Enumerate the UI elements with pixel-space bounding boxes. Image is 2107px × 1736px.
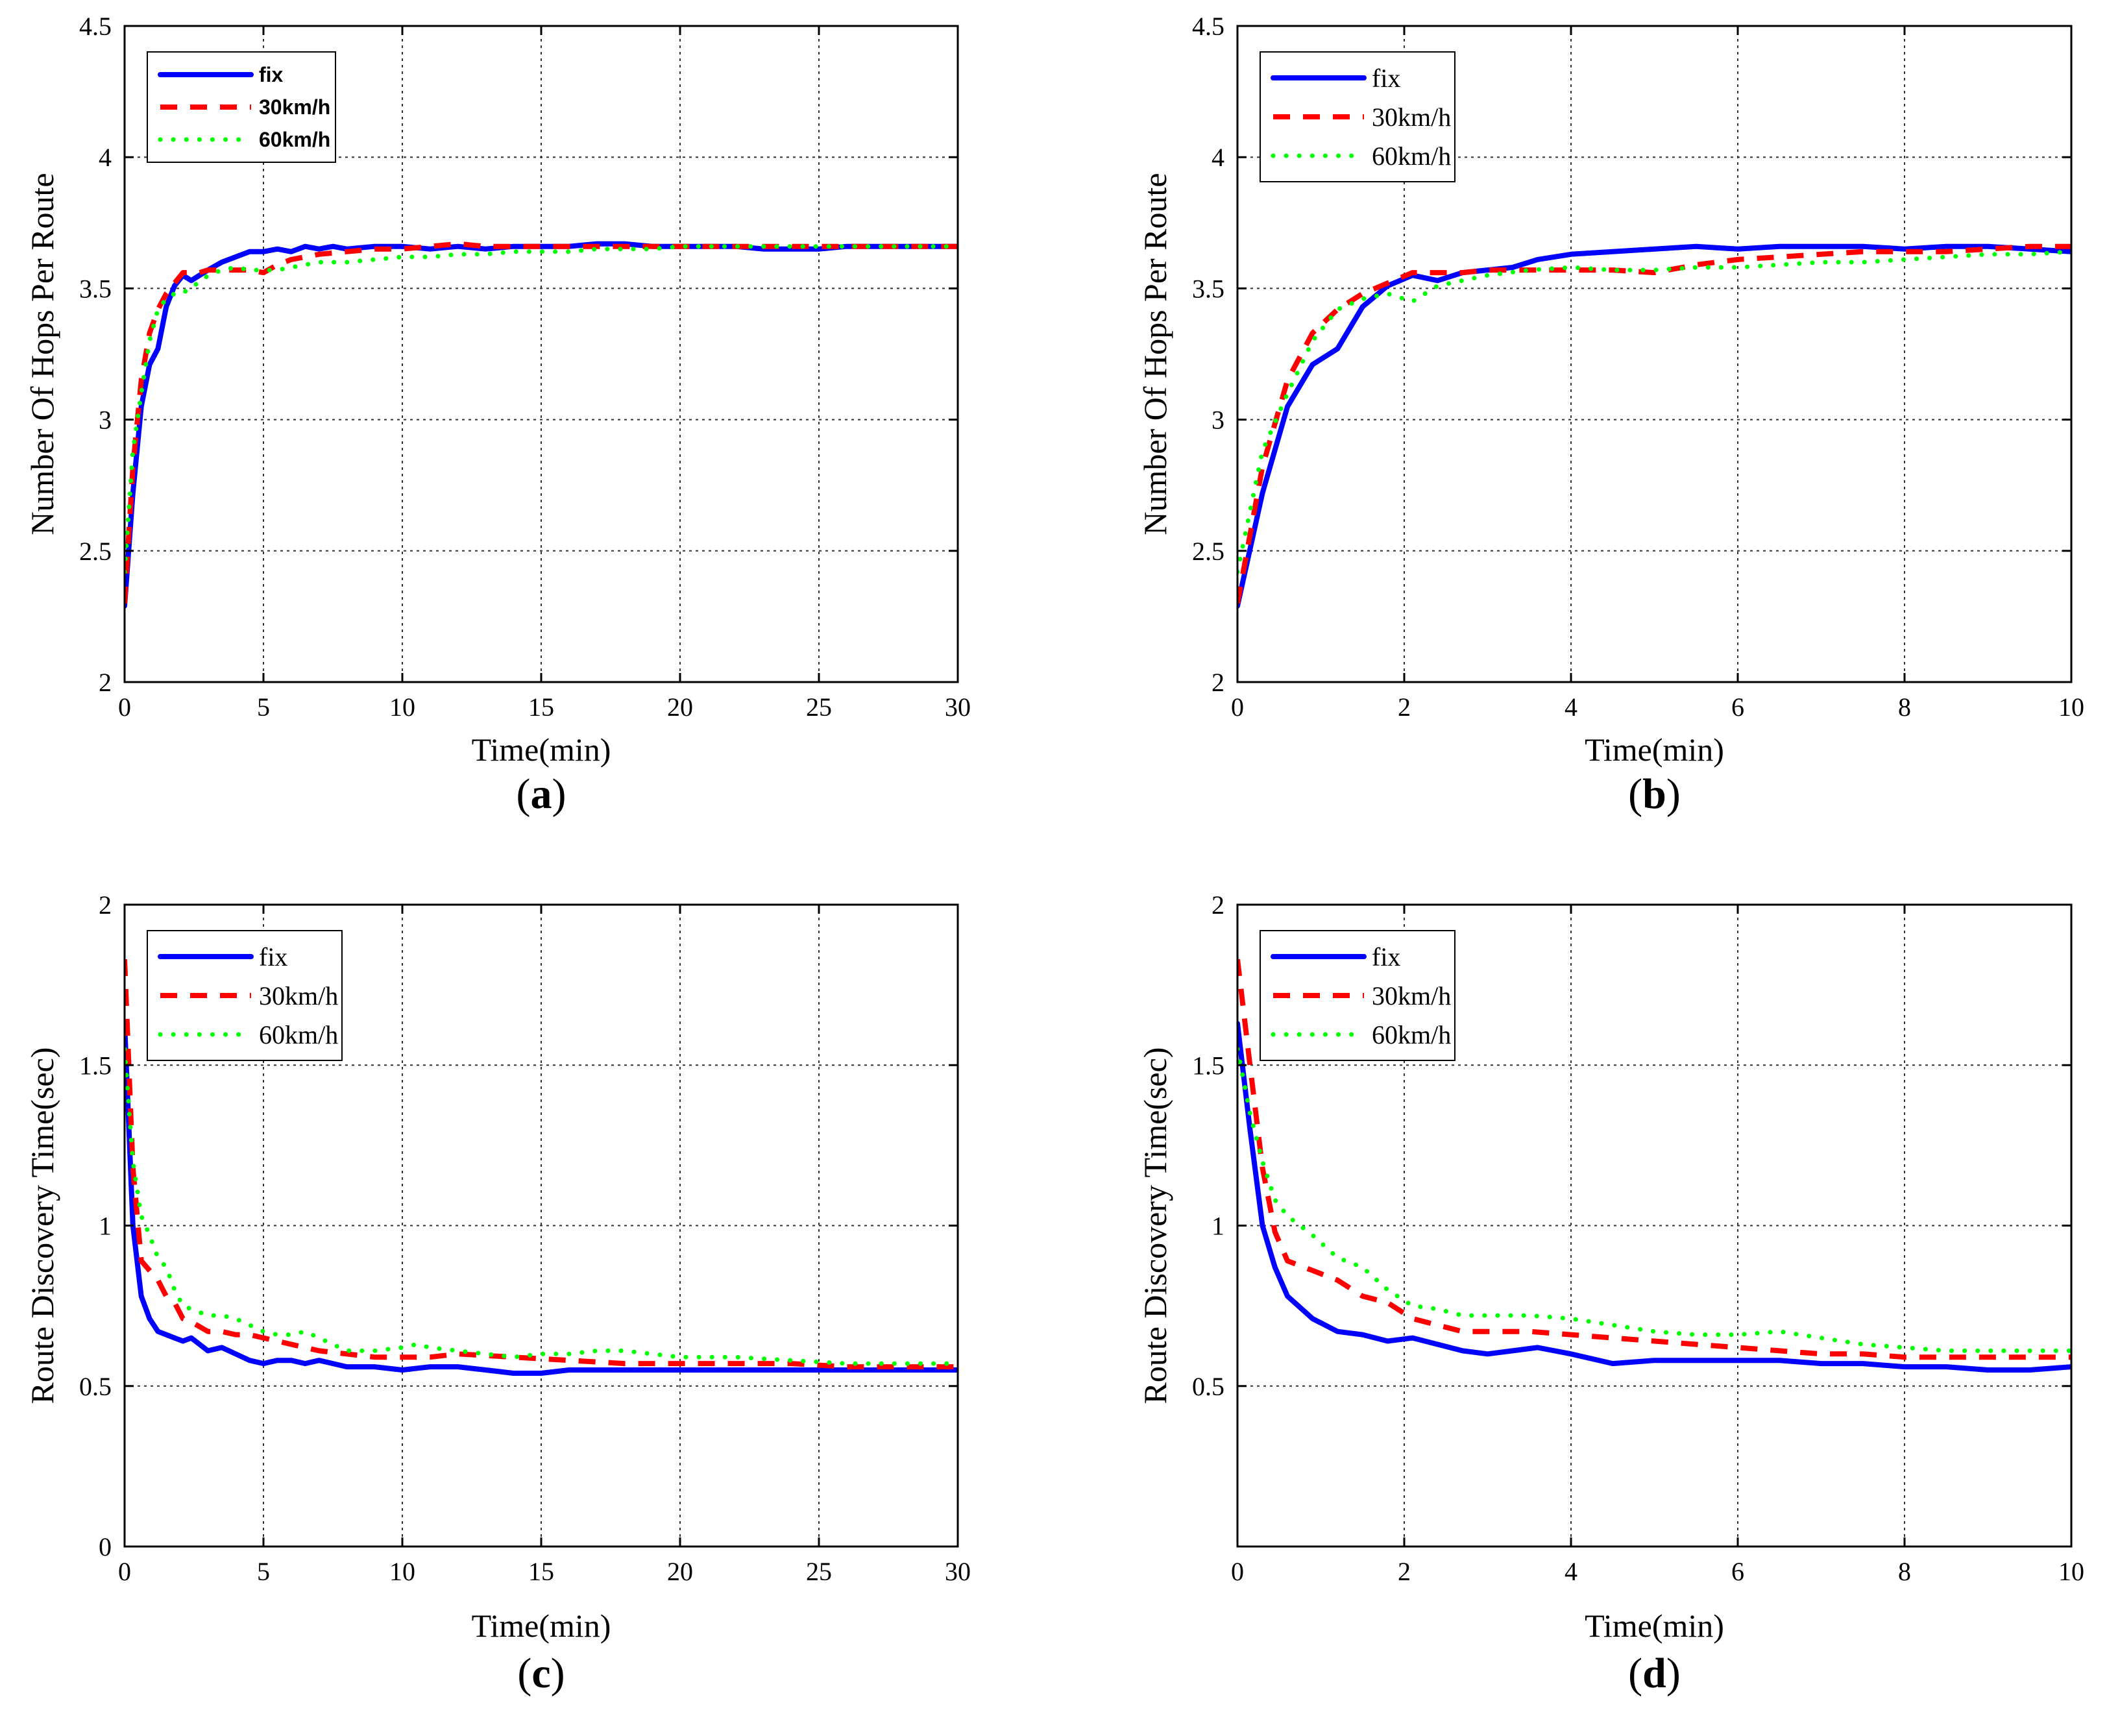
legend: fix 30km/h 60km/h <box>147 51 336 163</box>
legend-entry: 60km/h <box>259 128 330 151</box>
series-group <box>1237 243 2071 609</box>
x-tick-label: 0 <box>118 692 131 722</box>
x-tick-label: 0 <box>1231 692 1244 722</box>
chart-panel-c: 0 5 10 15 20 25 30 0 0.5 1 1.5 2 Time(min) Route Disc… <box>24 890 971 1697</box>
x-axis-label: Time(min) <box>1585 1608 1724 1644</box>
series-line-60km-h <box>1237 1047 2071 1353</box>
x-tick-label: 0 <box>118 1557 131 1586</box>
legend-entry: fix <box>1372 64 1400 93</box>
legend-entry: 30km/h <box>259 981 338 1010</box>
chart-panel-d: 0 2 4 6 8 10 0.5 1 1.5 2 Time(min) Route Discovery … <box>1137 890 2084 1697</box>
y-tick-label: 4 <box>1212 143 1224 172</box>
panel-label: (c) <box>517 1650 565 1697</box>
y-axis-label: Route Discovery Time(sec) <box>1137 1047 1173 1404</box>
series-group <box>1237 959 2071 1373</box>
y-tick-label: 0 <box>99 1532 112 1561</box>
x-axis-label: Time(min) <box>1585 731 1724 768</box>
series-line-fix <box>125 1021 958 1376</box>
x-tick-label: 10 <box>2058 692 2084 722</box>
legend-box <box>1260 51 1455 182</box>
x-tick-label: 5 <box>257 1557 270 1586</box>
x-tick-label: 8 <box>1898 692 1911 722</box>
series-line-30km-h <box>125 959 958 1370</box>
x-tick-label: 20 <box>667 692 693 722</box>
y-axis-label: Number Of Hops Per Route <box>24 173 60 535</box>
y-tick-label: 2 <box>1212 890 1224 920</box>
panel-label: (a) <box>517 770 566 818</box>
x-tick-label: 30 <box>945 692 971 722</box>
x-tick-label: 10 <box>389 1557 415 1586</box>
x-tick-label: 0 <box>1231 1557 1244 1586</box>
y-tick-label: 4 <box>99 143 112 172</box>
legend-box <box>1260 930 1455 1061</box>
legend: fix 30km/h 60km/h <box>147 930 343 1061</box>
y-axis-label: Number Of Hops Per Route <box>1137 173 1173 535</box>
x-axis-label: Time(min) <box>472 1608 611 1644</box>
y-tick-label: 2 <box>1212 668 1224 697</box>
y-tick-label: 2.5 <box>79 537 112 566</box>
y-tick-label: 3.5 <box>1192 274 1224 303</box>
y-tick-label: 0.5 <box>79 1372 112 1401</box>
legend-entry: fix <box>1372 942 1400 972</box>
legend-entry: 30km/h <box>259 95 330 119</box>
y-tick-label: 1.5 <box>1192 1051 1224 1080</box>
x-tick-label: 2 <box>1398 692 1411 722</box>
y-tick-label: 1 <box>1212 1212 1224 1241</box>
y-tick-label: 3 <box>99 406 112 435</box>
x-tick-label: 4 <box>1565 1557 1577 1586</box>
x-tick-label: 15 <box>528 692 554 722</box>
y-tick-label: 1.5 <box>79 1051 112 1080</box>
series-line-fix <box>1237 243 2071 609</box>
x-tick-label: 8 <box>1898 1557 1911 1586</box>
legend: fix 30km/h 60km/h <box>1260 51 1455 182</box>
y-tick-label: 2.5 <box>1192 537 1224 566</box>
x-tick-label: 2 <box>1398 1557 1411 1586</box>
legend-entry: fix <box>259 63 284 86</box>
legend-entry: 60km/h <box>259 1020 338 1049</box>
legend: fix 30km/h 60km/h <box>1260 930 1455 1061</box>
y-tick-label: 2 <box>99 890 112 920</box>
x-tick-label: 10 <box>2058 1557 2084 1586</box>
legend-entry: 60km/h <box>1372 141 1451 171</box>
y-tick-label: 2 <box>99 668 112 697</box>
legend-entry: 30km/h <box>1372 103 1451 132</box>
legend-entry: 60km/h <box>1372 1020 1451 1049</box>
series-group <box>125 241 958 609</box>
x-tick-label: 6 <box>1731 1557 1744 1586</box>
y-tick-label: 3 <box>1212 406 1224 435</box>
x-tick-label: 5 <box>257 692 270 722</box>
series-line-30km-h <box>125 241 958 604</box>
x-tick-label: 6 <box>1731 692 1744 722</box>
series-group <box>125 959 958 1376</box>
x-tick-label: 4 <box>1565 692 1577 722</box>
legend-box <box>147 51 336 163</box>
x-tick-label: 10 <box>389 692 415 722</box>
axes-box <box>1236 25 2073 683</box>
x-axis-label: Time(min) <box>472 731 611 768</box>
legend-box <box>147 930 343 1061</box>
y-tick-label: 3.5 <box>79 274 112 303</box>
x-tick-label: 20 <box>667 1557 693 1586</box>
panel-label: (b) <box>1628 770 1681 818</box>
series-line-60km-h <box>1237 249 2071 574</box>
series-line-30km-h <box>1237 959 2071 1360</box>
chart-panel-a: 0 5 10 15 20 25 30 2 2.5 3 3.5 4 4.5 Time(min) Number … <box>24 12 971 818</box>
y-tick-label: 0.5 <box>1192 1372 1224 1401</box>
legend-entry: 30km/h <box>1372 981 1451 1010</box>
y-axis-label: Route Discovery Time(sec) <box>24 1047 60 1404</box>
panel-label: (d) <box>1628 1650 1681 1697</box>
y-tick-label: 4.5 <box>79 12 112 41</box>
legend-entry: fix <box>259 942 287 972</box>
series-line-fix <box>1237 1021 2071 1373</box>
x-tick-label: 25 <box>806 692 832 722</box>
x-tick-label: 30 <box>945 1557 971 1586</box>
series-line-60km-h <box>125 1047 958 1366</box>
x-tick-label: 15 <box>528 1557 554 1586</box>
x-tick-label: 25 <box>806 1557 832 1586</box>
y-tick-label: 1 <box>99 1212 112 1241</box>
y-tick-label: 4.5 <box>1192 12 1224 41</box>
